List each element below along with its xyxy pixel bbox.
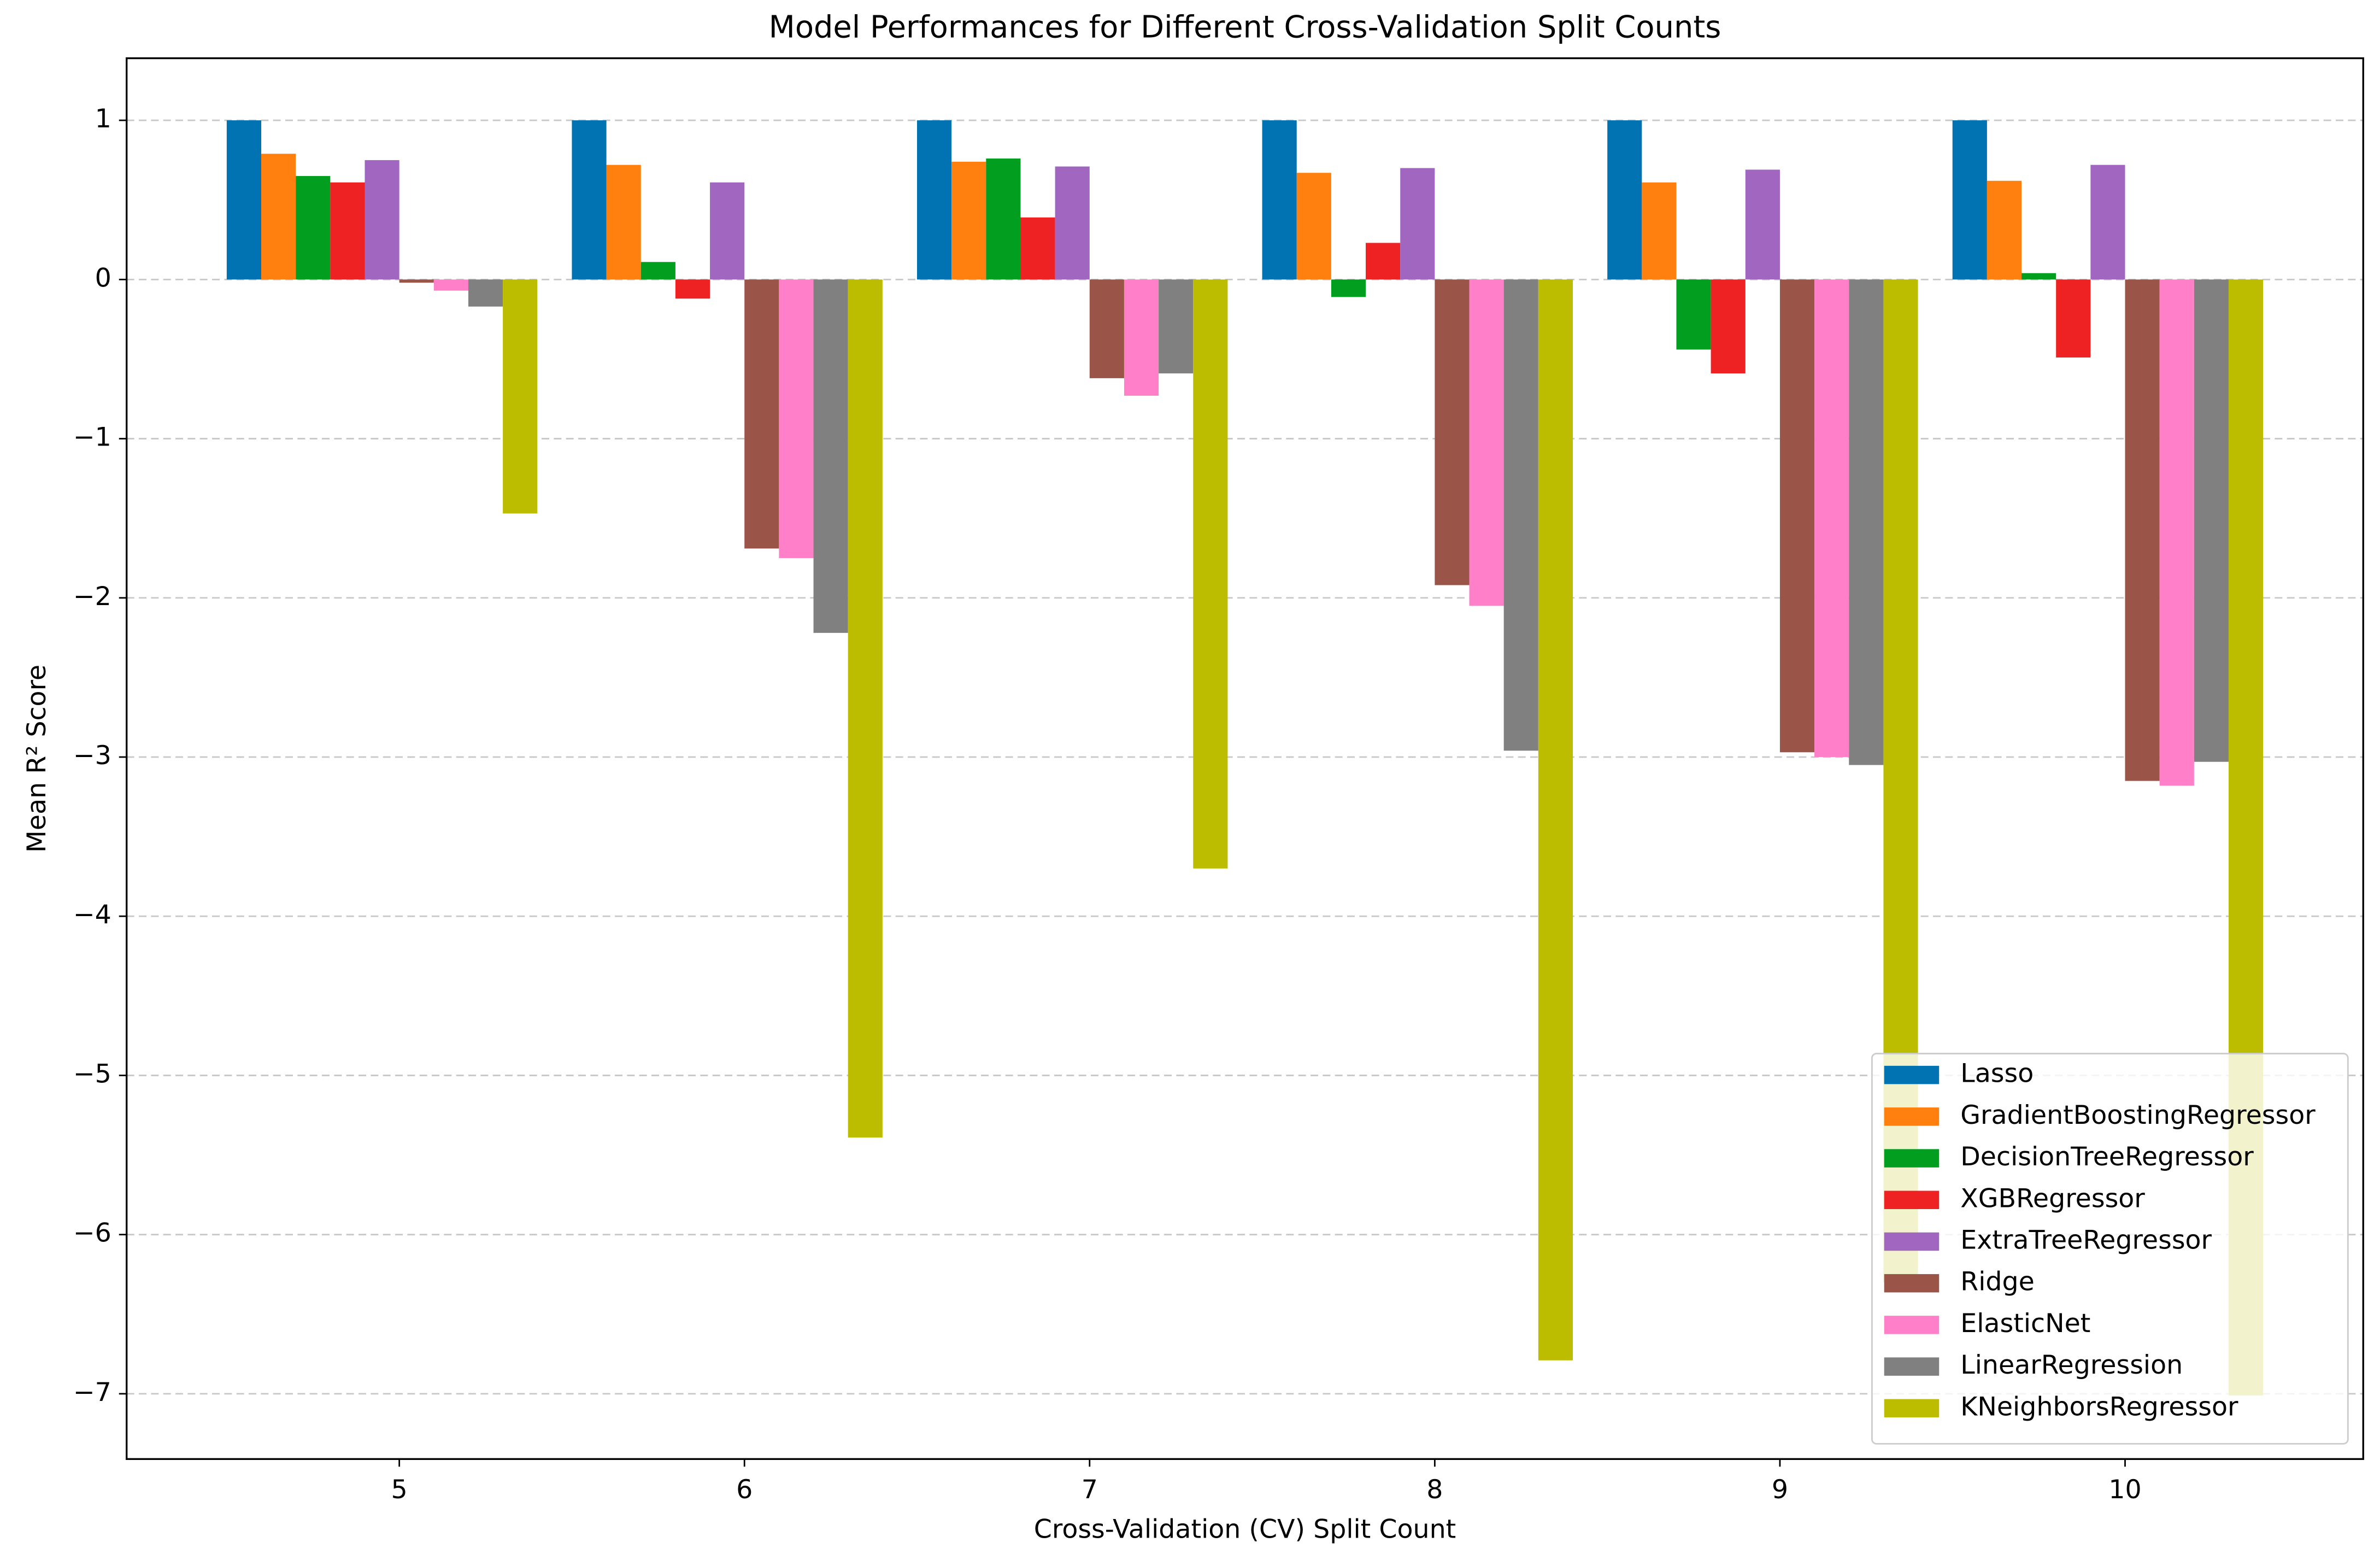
bar xyxy=(1435,279,1470,585)
y-tick-label: −3 xyxy=(73,741,111,771)
bar xyxy=(261,154,296,280)
bar xyxy=(2159,279,2194,786)
x-tick-label: 7 xyxy=(1082,1475,1098,1505)
y-tick-label: −7 xyxy=(73,1377,111,1407)
bar xyxy=(779,279,814,558)
bar xyxy=(1193,279,1228,869)
bar xyxy=(1159,279,1194,374)
legend-label: DecisionTreeRegressor xyxy=(1960,1142,2254,1172)
bar xyxy=(1124,279,1159,396)
legend-swatch xyxy=(1884,1232,1940,1251)
legend-label: XGBRegressor xyxy=(1960,1183,2145,1213)
bar xyxy=(1503,279,1538,751)
legend-label: Lasso xyxy=(1960,1059,2034,1089)
bar xyxy=(1020,217,1055,280)
bar xyxy=(986,159,1021,280)
y-tick-label: −5 xyxy=(73,1059,111,1089)
bar xyxy=(1779,279,1815,753)
legend-swatch xyxy=(1884,1274,1940,1293)
bar xyxy=(1987,180,2022,280)
legend-label: Ridge xyxy=(1960,1267,2035,1297)
bar xyxy=(1400,168,1435,280)
bar xyxy=(1745,169,1780,280)
bar xyxy=(606,165,641,280)
bar xyxy=(1607,120,1642,280)
bar xyxy=(2090,165,2125,280)
bar xyxy=(1089,279,1124,378)
y-tick-label: 0 xyxy=(95,263,111,293)
bar xyxy=(1676,279,1711,350)
bar xyxy=(951,161,986,280)
legend-swatch xyxy=(1884,1149,1940,1168)
y-tick-label: −4 xyxy=(73,900,111,930)
bar xyxy=(2194,279,2229,762)
bar xyxy=(1711,279,1746,374)
bar xyxy=(572,120,607,280)
legend-label: LinearRegression xyxy=(1960,1350,2183,1380)
chart-title: Model Performances for Different Cross-V… xyxy=(769,10,1721,45)
bar xyxy=(226,120,262,280)
y-tick-label: −1 xyxy=(73,423,111,453)
bar xyxy=(1055,166,1090,280)
legend-label: ElasticNet xyxy=(1960,1309,2090,1339)
legend-swatch xyxy=(1884,1399,1940,1418)
bar xyxy=(1262,120,1297,280)
bar xyxy=(1366,243,1401,280)
bar xyxy=(330,182,365,280)
bar xyxy=(2056,279,2091,358)
legend-label: GradientBoostingRegressor xyxy=(1960,1100,2316,1130)
bar xyxy=(1296,173,1331,280)
x-axis-label: Cross-Validation (CV) Split Count xyxy=(1034,1515,1456,1545)
legend-box xyxy=(1871,1053,2349,1445)
bar xyxy=(675,279,710,299)
legend-swatch xyxy=(1884,1107,1940,1126)
bar xyxy=(399,279,434,283)
legend-label: KNeighborsRegressor xyxy=(1960,1392,2238,1422)
bar xyxy=(640,262,675,280)
bar xyxy=(1642,182,1677,280)
y-tick-label: 1 xyxy=(95,104,111,134)
bar xyxy=(468,279,503,307)
bar xyxy=(433,279,468,291)
plot-frame xyxy=(126,57,2364,1460)
y-axis-label: Mean R² Score xyxy=(22,665,52,853)
bar xyxy=(2125,279,2160,781)
legend-swatch xyxy=(1884,1316,1940,1334)
x-tick-label: 6 xyxy=(736,1475,753,1505)
bar xyxy=(744,279,779,549)
bar xyxy=(1538,279,1573,1360)
bar xyxy=(813,279,848,633)
legend-label: ExtraTreeRegressor xyxy=(1960,1225,2212,1255)
bar xyxy=(2021,273,2056,280)
legend-swatch xyxy=(1884,1065,1940,1084)
x-tick-label: 8 xyxy=(1426,1475,1443,1505)
bar xyxy=(917,120,952,280)
bar xyxy=(503,279,538,514)
bar xyxy=(365,160,399,280)
bar xyxy=(1849,279,1884,765)
bar xyxy=(848,279,883,1138)
legend-swatch xyxy=(1884,1357,1940,1376)
x-tick-label: 10 xyxy=(2108,1475,2141,1505)
bar xyxy=(710,182,745,280)
y-tick-label: −6 xyxy=(73,1218,111,1248)
y-tick-label: −2 xyxy=(73,582,111,612)
bar xyxy=(1952,120,1987,280)
x-tick-label: 5 xyxy=(391,1475,408,1505)
bar xyxy=(1814,279,1849,758)
legend-swatch xyxy=(1884,1190,1940,1210)
bar xyxy=(1331,279,1366,297)
bar xyxy=(296,176,331,280)
x-tick-label: 9 xyxy=(1772,1475,1788,1505)
bar xyxy=(1469,279,1504,606)
